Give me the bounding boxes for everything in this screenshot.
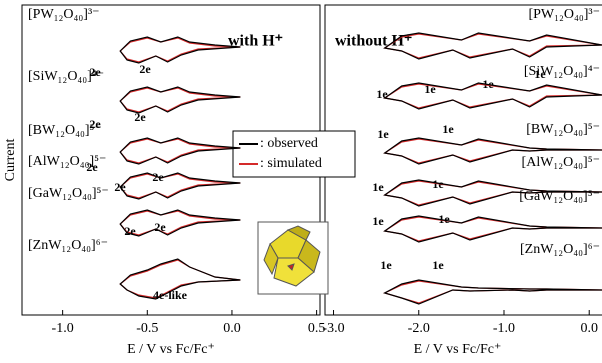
observed-curve: [120, 138, 240, 164]
observed-curve: [120, 37, 240, 63]
x-tick-label: -1.0: [493, 321, 515, 336]
molecule-image: [258, 222, 328, 294]
figure: -1.0-0.50.00.5E / V vs Fc/Fc⁺Currentwith…: [0, 0, 602, 363]
electron-annotation: 1e: [438, 212, 450, 226]
simulated-curve: [120, 38, 240, 62]
electron-annotation: 1e: [442, 122, 454, 136]
observed-curve: [385, 33, 602, 59]
simulated-curve: [385, 217, 602, 241]
electron-annotation: 2e: [139, 62, 151, 76]
compound-label: [SiW₁₂O₄₀]⁴⁻: [28, 69, 104, 84]
compound-label: [SiW₁₂O₄₀]⁴⁻: [524, 64, 600, 79]
x-tick-label: -3.0: [322, 321, 344, 336]
x-tick-label: 0.0: [223, 321, 241, 336]
compound-label: [PW₁₂O₄₀]³⁻: [28, 7, 100, 22]
electron-annotation: 1e: [372, 214, 384, 228]
simulated-curve: [120, 211, 240, 235]
x-tick-label: 0.0: [580, 321, 598, 336]
x-axis-label: E / V vs Fc/Fc⁺: [414, 342, 502, 357]
electron-annotation: 2e: [124, 224, 136, 238]
compound-label: [AlW₁₂O₄₀]⁵⁻: [522, 155, 600, 170]
compound-label: [BW₁₂O₄₀]⁵⁻: [526, 122, 600, 137]
electron-annotation: 1e: [372, 180, 384, 194]
x-tick-label: -1.0: [52, 321, 74, 336]
simulated-curve: [120, 174, 240, 198]
simulated-curve: [385, 281, 602, 303]
x-tick-label: -0.5: [136, 321, 158, 336]
electron-annotation: 1e: [380, 258, 392, 272]
x-tick-label: -2.0: [408, 321, 430, 336]
compound-label: [GaW₁₂O₄₀]⁵⁻: [28, 186, 109, 201]
observed-curve: [385, 216, 602, 242]
y-axis-label: Current: [3, 139, 18, 182]
electron-annotation: 2e: [152, 170, 164, 184]
panel-title: without H⁺: [335, 33, 412, 50]
electron-annotation: 2e: [154, 220, 166, 234]
x-axis-label: E / V vs Fc/Fc⁺: [127, 342, 215, 357]
simulated-curve: [120, 139, 240, 163]
observed-curve: [120, 173, 240, 199]
legend-label: : observed: [260, 136, 318, 151]
observed-curve: [385, 280, 602, 304]
electron-annotation: 2e: [134, 110, 146, 124]
electron-annotation: 2e: [114, 180, 126, 194]
electron-annotation: 4e-like: [153, 288, 188, 302]
compound-label: [ZnW₁₂O₄₀]⁶⁻: [28, 238, 108, 253]
compound-label: [GaW₁₂O₄₀]⁵⁻: [519, 189, 600, 204]
compound-label: [ZnW₁₂O₄₀]⁶⁻: [520, 242, 600, 257]
compound-label: [PW₁₂O₄₀]³⁻: [528, 7, 600, 22]
observed-curve: [120, 210, 240, 236]
electron-annotation: 1e: [377, 127, 389, 141]
simulated-curve: [120, 88, 240, 112]
electron-annotation: 1e: [432, 258, 444, 272]
legend-label: : simulated: [260, 156, 322, 171]
compound-label: [AlW₁₂O₄₀]⁵⁻: [28, 154, 106, 169]
compound-label: [BW₁₂O₄₀]⁵⁻: [28, 123, 102, 138]
